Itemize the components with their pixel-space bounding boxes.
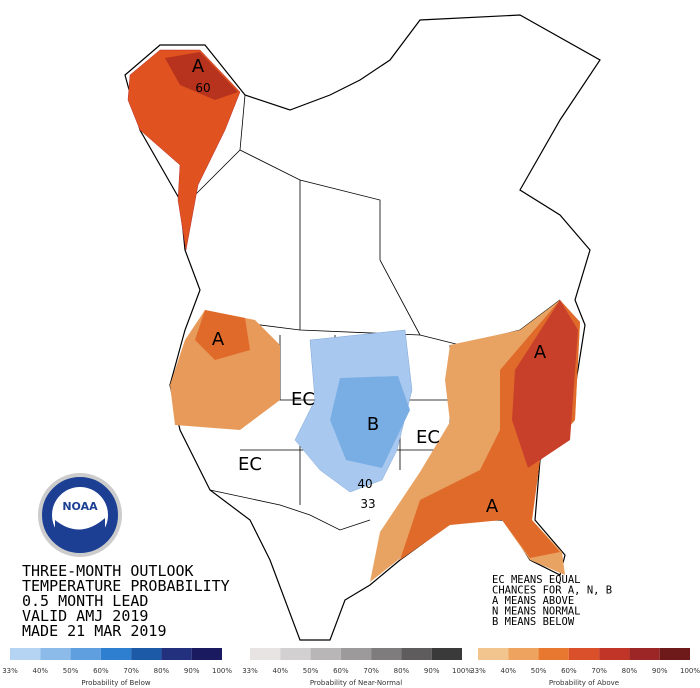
- map-label: EC: [416, 427, 440, 448]
- legend-tick: 90%: [424, 667, 440, 675]
- legend-swatch: [371, 648, 402, 660]
- map-label: EC: [291, 389, 315, 410]
- map-label: A: [212, 329, 225, 350]
- legend-tick: 70%: [363, 667, 379, 675]
- legend-title: Probability of Below: [81, 679, 151, 687]
- map-label: A: [534, 342, 547, 363]
- legend-swatch: [10, 648, 41, 660]
- legend-tick: 90%: [184, 667, 200, 675]
- map-labels: A 60 A EC B 40 33 EC EC A A: [192, 56, 547, 517]
- legend-title: Probability of Near-Normal: [310, 679, 402, 687]
- title-line: 0.5 MONTH LEAD: [22, 592, 148, 610]
- key-line: EC MEANS EQUAL: [492, 574, 581, 586]
- legend-tick: 60%: [93, 667, 109, 675]
- title-line: VALID AMJ 2019: [22, 607, 148, 625]
- map-label: 33: [360, 497, 375, 511]
- legend-swatch: [340, 648, 372, 660]
- logo-bird: [55, 518, 105, 544]
- legend-tick: 80%: [154, 667, 170, 675]
- legend-tick: 60%: [561, 667, 577, 675]
- map-label: 60: [195, 81, 210, 95]
- legend-swatch: [629, 648, 660, 660]
- legend-tick: 70%: [591, 667, 607, 675]
- legend-title: Probability of Above: [549, 679, 619, 687]
- legend-swatch: [310, 648, 341, 660]
- key-line: B MEANS BELOW: [492, 616, 575, 628]
- legend-swatch: [401, 648, 432, 660]
- legend-tick: 50%: [63, 667, 79, 675]
- title-line: THREE-MONTH OUTLOOK: [22, 562, 194, 580]
- map-label: B: [367, 414, 379, 435]
- legend-tick: 100%: [452, 667, 472, 675]
- map-label: A: [486, 496, 499, 517]
- map-label: A: [192, 56, 205, 77]
- legend-swatch: [161, 648, 192, 660]
- legend-swatch: [659, 648, 690, 660]
- legend-swatch: [191, 648, 222, 660]
- logo-text: NOAA: [62, 500, 98, 513]
- map-label: 40: [357, 477, 372, 491]
- legend-swatch: [478, 648, 509, 660]
- province-borders: [189, 94, 421, 336]
- legend-swatch: [599, 648, 630, 660]
- above-region-northwest-core: [195, 310, 250, 360]
- title-line: MADE 21 MAR 2019: [22, 622, 167, 640]
- key-line: CHANCES FOR A, N, B: [492, 585, 612, 597]
- below-region-core: [330, 376, 410, 468]
- legend-tick: 40%: [33, 667, 49, 675]
- legend-swatch: [508, 648, 539, 660]
- legend-tick: 40%: [273, 667, 289, 675]
- legend-tick: 80%: [622, 667, 638, 675]
- legend-tick: 50%: [531, 667, 547, 675]
- legend-tick: 100%: [212, 667, 232, 675]
- legend-swatch: [280, 648, 311, 660]
- above-region-alaska: [127, 49, 241, 251]
- legend-tick: 40%: [501, 667, 517, 675]
- legend-tick: 33%: [470, 667, 486, 675]
- legend-swatch: [568, 648, 600, 660]
- us-mexico-border: [209, 489, 371, 531]
- legend-swatch: [250, 648, 281, 660]
- legend-swatch: [538, 648, 569, 660]
- above-region-east-core: [512, 300, 578, 468]
- legend-tick: 100%: [680, 667, 700, 675]
- legend-tick: 33%: [242, 667, 258, 675]
- legend-tick: 70%: [123, 667, 139, 675]
- legend-tick: 90%: [652, 667, 668, 675]
- legend-swatch: [100, 648, 132, 660]
- legend-tick: 33%: [2, 667, 18, 675]
- above-region-alaska-core: [165, 52, 238, 100]
- title-line: TEMPERATURE PROBABILITY: [22, 577, 230, 595]
- key-line: N MEANS NORMAL: [492, 606, 581, 618]
- legend-swatch: [431, 648, 462, 660]
- key-line: A MEANS ABOVE: [492, 595, 574, 607]
- legend: 33% 40% 50% 60% 70% 80% 90% 100% Probability of …: [2, 648, 700, 687]
- legend-tick: 50%: [303, 667, 319, 675]
- legend-swatch: [70, 648, 101, 660]
- legend-tick: 60%: [333, 667, 349, 675]
- map-label: EC: [238, 454, 262, 475]
- legend-swatch: [131, 648, 162, 660]
- legend-swatch: [40, 648, 71, 660]
- legend-tick: 80%: [394, 667, 410, 675]
